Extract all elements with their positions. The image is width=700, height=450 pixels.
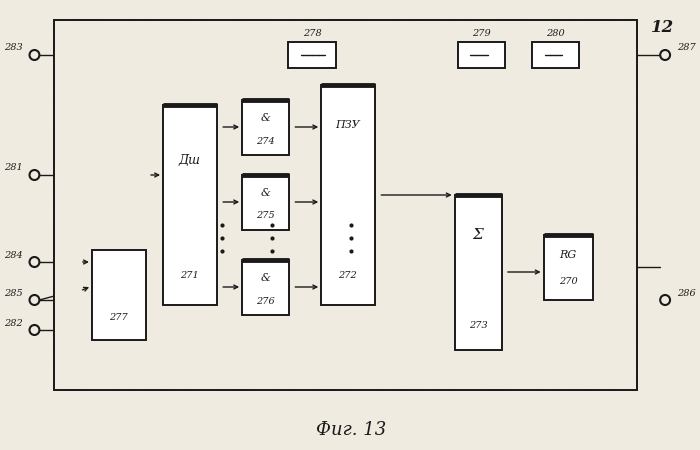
Bar xyxy=(458,42,505,68)
Bar xyxy=(543,235,593,300)
Text: 278: 278 xyxy=(303,30,321,39)
Text: 275: 275 xyxy=(256,212,275,220)
Text: Σ: Σ xyxy=(473,228,484,242)
Text: &: & xyxy=(261,188,271,198)
Text: 270: 270 xyxy=(559,278,578,287)
Bar xyxy=(454,195,502,350)
Text: 279: 279 xyxy=(472,30,491,39)
Bar xyxy=(242,260,290,315)
Bar xyxy=(532,42,579,68)
Text: ПЗУ: ПЗУ xyxy=(335,120,360,130)
Text: 280: 280 xyxy=(546,30,565,39)
Text: 284: 284 xyxy=(4,251,22,260)
Text: 281: 281 xyxy=(4,163,22,172)
Bar xyxy=(242,175,290,230)
Text: Дш: Дш xyxy=(178,153,201,166)
Text: RG: RG xyxy=(559,250,577,260)
Text: 277: 277 xyxy=(109,314,128,323)
Text: 276: 276 xyxy=(256,297,275,306)
Text: 273: 273 xyxy=(469,320,488,329)
Text: &: & xyxy=(261,273,271,283)
Bar xyxy=(321,85,375,305)
Bar xyxy=(242,100,290,155)
Bar xyxy=(163,105,217,305)
Text: 287: 287 xyxy=(677,44,696,53)
Text: 283: 283 xyxy=(4,44,22,53)
Bar xyxy=(54,20,638,390)
Text: 272: 272 xyxy=(338,270,357,279)
Text: Фиг. 13: Фиг. 13 xyxy=(316,421,386,439)
Text: 274: 274 xyxy=(256,136,275,145)
Bar xyxy=(54,20,638,390)
Bar xyxy=(54,20,638,390)
Bar xyxy=(288,42,336,68)
Text: 12: 12 xyxy=(650,19,674,36)
Text: 282: 282 xyxy=(4,319,22,328)
Bar xyxy=(92,250,146,340)
Text: 285: 285 xyxy=(4,288,22,297)
Text: 286: 286 xyxy=(677,288,696,297)
Text: &: & xyxy=(261,113,271,123)
Text: 271: 271 xyxy=(181,270,199,279)
